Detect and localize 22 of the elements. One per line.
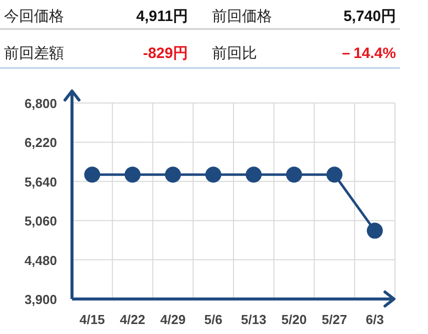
x-tick-label: 4/15 bbox=[80, 312, 105, 327]
text: 5,740円 bbox=[343, 8, 396, 25]
x-tick-label: 5/27 bbox=[322, 312, 348, 327]
y-tick-label: 6,800 bbox=[24, 96, 57, 111]
text: 今回価格 bbox=[4, 8, 64, 25]
y-tick-label: 4,480 bbox=[24, 252, 57, 268]
x-tick-label: 5/6 bbox=[204, 312, 222, 327]
y-tick-label: 5,640 bbox=[24, 174, 57, 190]
x-tick-label: 6/3 bbox=[366, 312, 384, 327]
x-tick-label: 4/22 bbox=[120, 312, 146, 327]
text: 前回価格 bbox=[212, 8, 272, 25]
text: －14.4% bbox=[338, 45, 396, 62]
x-tick-label: 5/13 bbox=[241, 312, 266, 327]
text: 4,911円 bbox=[136, 8, 188, 25]
text: -829円 bbox=[142, 45, 188, 62]
x-tick-label: 5/20 bbox=[281, 312, 307, 327]
y-tick-label: 5,060 bbox=[24, 214, 57, 229]
x-tick-label: 4/29 bbox=[160, 312, 186, 327]
text: 前回差額 bbox=[4, 45, 64, 62]
y-tick-label: 3,900 bbox=[24, 292, 57, 307]
y-tick-label: 6,220 bbox=[24, 135, 57, 150]
text: 前回比 bbox=[212, 45, 257, 62]
